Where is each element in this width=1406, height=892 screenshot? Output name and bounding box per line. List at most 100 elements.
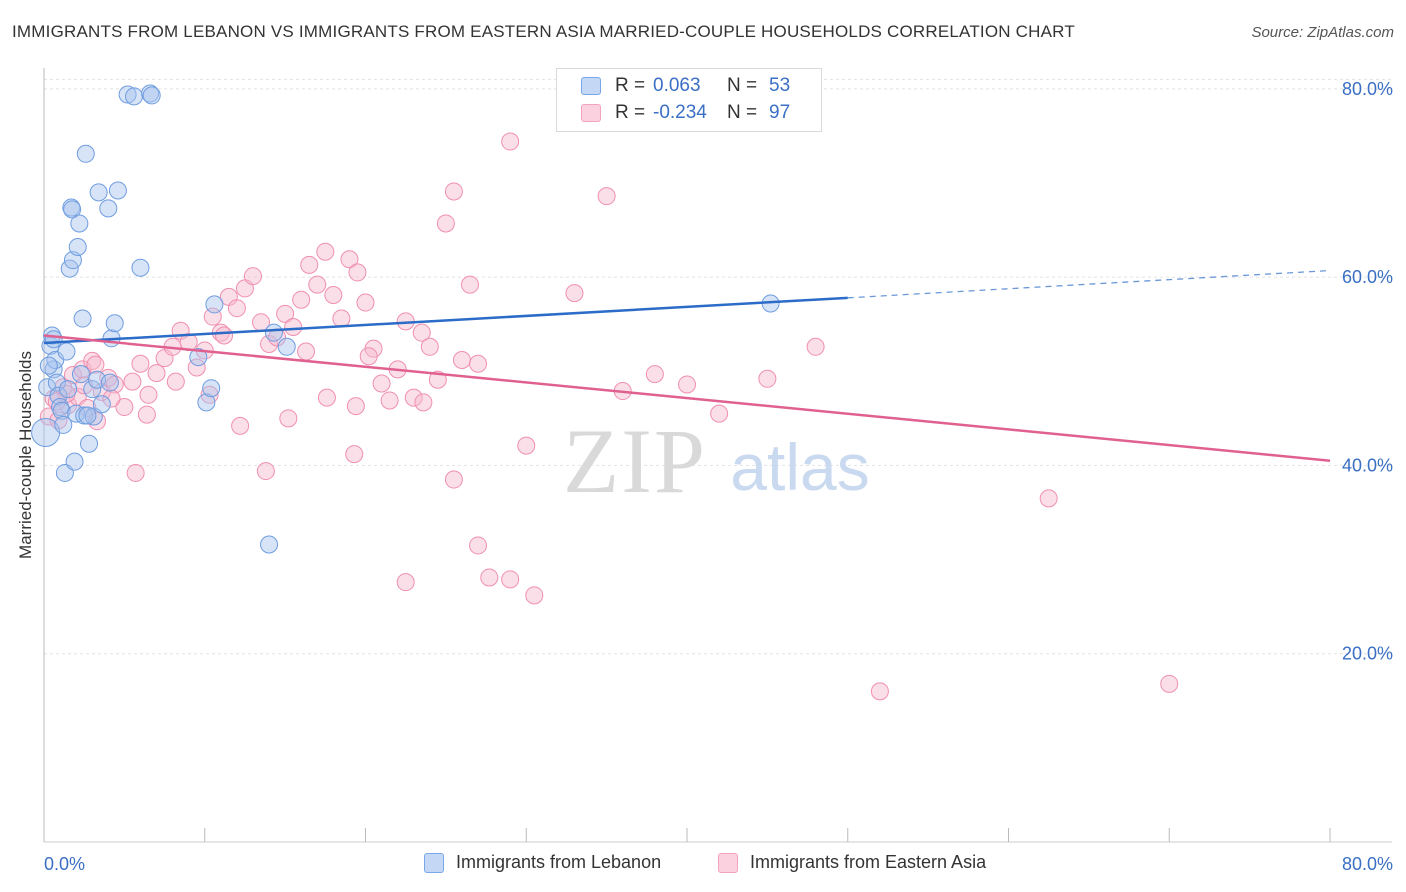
point-eastern-asia	[300, 255, 319, 274]
legend-label-lebanon: Immigrants from Lebanon	[456, 852, 662, 872]
point-eastern-asia	[102, 389, 121, 408]
legend-n-value: 97	[769, 102, 791, 123]
point-lebanon	[47, 373, 66, 392]
point-lebanon	[71, 365, 90, 384]
point-lebanon	[65, 452, 84, 471]
point-eastern-asia	[420, 337, 439, 356]
point-lebanon	[105, 314, 124, 333]
legend-swatch-eastern-asia	[718, 852, 738, 873]
point-eastern-asia	[308, 275, 327, 294]
point-eastern-asia	[276, 304, 295, 323]
point-eastern-asia	[215, 326, 234, 345]
point-eastern-asia	[332, 309, 351, 328]
point-eastern-asia	[279, 409, 298, 428]
point-lebanon	[260, 535, 279, 554]
point-eastern-asia	[469, 354, 488, 373]
legend-row-eastern-asia: R = -0.234 N = 97	[581, 100, 790, 126]
point-lebanon	[57, 342, 76, 361]
y-tick-label: 40.0%	[1342, 455, 1393, 475]
point-eastern-asia	[1160, 674, 1179, 693]
point-eastern-asia	[115, 398, 134, 417]
point-lebanon	[80, 434, 99, 453]
point-eastern-asia	[292, 290, 311, 309]
point-eastern-asia	[297, 342, 316, 361]
point-eastern-asia	[480, 568, 499, 587]
point-eastern-asia	[565, 284, 584, 303]
point-eastern-asia	[396, 573, 415, 592]
y-tick-label: 60.0%	[1342, 267, 1393, 287]
point-eastern-asia	[597, 187, 616, 206]
legend-r-value: 0.063	[653, 75, 701, 96]
point-eastern-asia	[166, 372, 185, 391]
point-eastern-asia	[444, 470, 463, 489]
point-lebanon	[131, 258, 150, 277]
legend-swatch-eastern-asia	[581, 104, 601, 122]
legend-n-label: N =	[727, 102, 758, 123]
point-eastern-asia	[372, 374, 391, 393]
point-eastern-asia	[284, 318, 303, 337]
y-tick-label: 20.0%	[1342, 644, 1393, 664]
point-lebanon	[92, 395, 111, 414]
point-eastern-asia	[131, 354, 150, 373]
point-lebanon	[100, 373, 119, 392]
point-eastern-asia	[123, 372, 142, 391]
point-eastern-asia	[412, 323, 431, 342]
legend-r-label: R =	[615, 75, 646, 96]
legend-r-label: R =	[615, 102, 646, 123]
point-eastern-asia	[517, 436, 536, 455]
point-lebanon	[70, 214, 89, 233]
point-eastern-asia	[460, 275, 479, 294]
point-lebanon	[99, 199, 118, 218]
point-eastern-asia	[126, 463, 145, 482]
trend-line-lebanon	[43, 296, 848, 345]
point-eastern-asia	[317, 388, 336, 407]
watermark-zip: ZIP	[563, 410, 707, 512]
legend-n-label: N =	[727, 75, 758, 96]
series-legend: Immigrants from Lebanon Immigrants from …	[0, 852, 1406, 878]
point-eastern-asia	[645, 365, 664, 384]
point-eastern-asia	[324, 286, 343, 305]
point-eastern-asia	[414, 393, 433, 412]
point-lebanon	[68, 237, 87, 256]
point-eastern-asia	[340, 250, 359, 269]
point-eastern-asia	[345, 445, 364, 464]
point-eastern-asia	[678, 375, 696, 394]
point-eastern-asia	[436, 214, 455, 233]
legend-label-eastern-asia: Immigrants from Eastern Asia	[750, 852, 987, 872]
trend-lines	[43, 269, 1331, 462]
point-lebanon	[54, 415, 73, 434]
chart-title: IMMIGRANTS FROM LEBANON VS IMMIGRANTS FR…	[12, 22, 1075, 41]
y-tick-label: 80.0%	[1342, 79, 1393, 99]
point-eastern-asia	[501, 570, 520, 589]
point-eastern-asia	[452, 350, 471, 369]
series-eastern-asia-points	[39, 132, 1179, 701]
watermark-atlas: atlas	[730, 430, 869, 504]
legend-item-lebanon[interactable]: Immigrants from Lebanon	[424, 852, 661, 873]
legend-r-value: -0.234	[653, 102, 707, 123]
point-eastern-asia	[758, 369, 777, 388]
point-eastern-asia	[147, 364, 166, 383]
point-lebanon	[78, 406, 97, 425]
point-eastern-asia	[227, 299, 246, 318]
point-lebanon	[62, 198, 81, 217]
legend-item-eastern-asia[interactable]: Immigrants from Eastern Asia	[718, 852, 986, 873]
point-eastern-asia	[870, 682, 889, 701]
point-lebanon	[39, 356, 58, 375]
legend-swatch-lebanon	[581, 77, 601, 95]
point-lebanon	[142, 86, 161, 105]
point-lebanon	[277, 337, 296, 356]
point-lebanon	[73, 309, 92, 328]
point-lebanon	[125, 87, 144, 106]
point-lebanon	[264, 323, 283, 342]
point-eastern-asia	[806, 337, 825, 356]
point-eastern-asia	[525, 586, 544, 605]
point-eastern-asia	[348, 263, 367, 282]
point-eastern-asia	[469, 536, 488, 555]
axes	[43, 68, 1392, 843]
point-eastern-asia	[137, 405, 156, 424]
point-lebanon	[59, 380, 78, 399]
point-lebanon	[44, 330, 63, 349]
point-eastern-asia	[139, 385, 158, 404]
watermark: ZIP atlas	[563, 410, 870, 512]
point-eastern-asia	[404, 388, 423, 407]
